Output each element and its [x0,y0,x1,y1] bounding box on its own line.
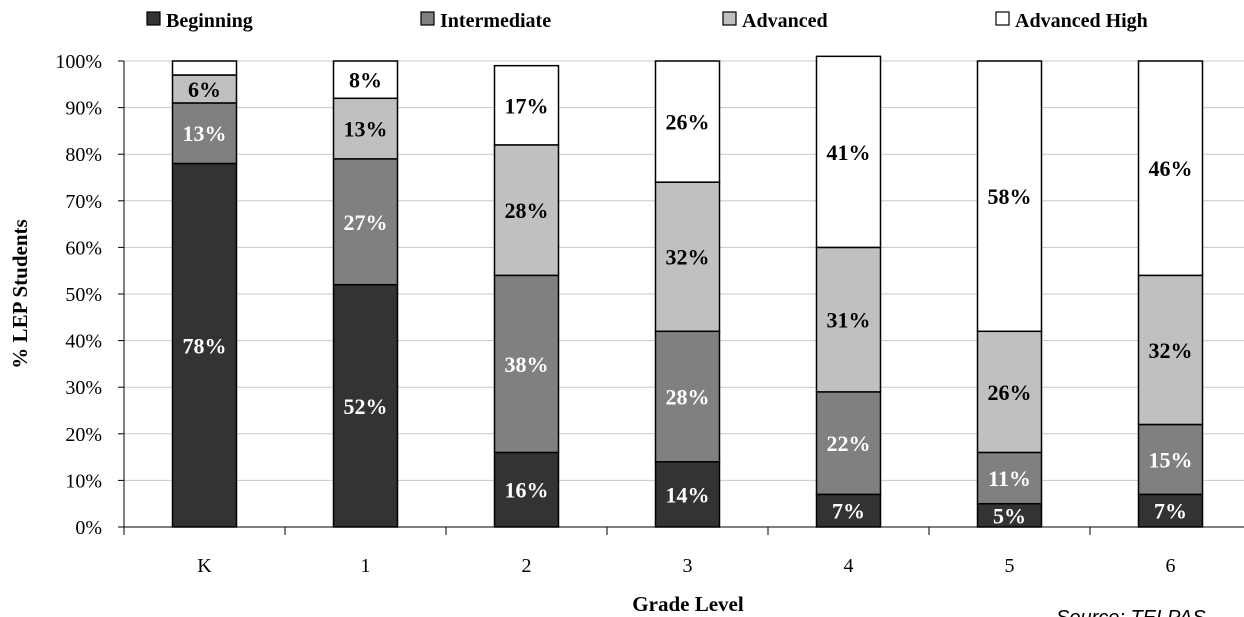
data-label: 17% [505,93,549,118]
bar-segment [493,451,560,528]
y-tick-label: 20% [65,424,102,446]
bar-segment [654,181,721,333]
data-label: 38% [505,352,549,377]
axes [118,60,1244,535]
bar-segment [171,74,238,104]
x-axis-title: Grade Level [632,592,744,616]
bar-segment [493,144,560,277]
data-label: 31% [827,308,871,333]
data-label: 15% [1149,447,1193,472]
bar-segment [815,493,882,528]
data-label: 52% [344,394,388,419]
data-label: 22% [827,431,871,456]
legend-swatch [722,11,737,26]
y-tick-label: 100% [55,51,102,73]
data-label: 13% [344,117,388,142]
y-tick-label: 30% [65,377,102,399]
data-label: 26% [666,110,710,135]
data-label: 11% [988,466,1031,491]
x-tick-label: 2 [522,555,532,577]
x-tick-label: 4 [844,555,854,577]
bar-segment [815,391,882,496]
data-label: 7% [832,499,865,524]
data-label: 26% [988,380,1032,405]
data-label: 28% [666,385,710,410]
data-label: 32% [1149,338,1193,363]
bar-segment [332,158,399,286]
data-label: 41% [827,140,871,165]
legend-swatch [146,11,161,26]
y-tick-label: 10% [65,470,102,492]
bar-segment [815,55,882,249]
legend-swatch [995,11,1010,26]
y-tick-label: 60% [65,237,102,259]
legend-label: Advanced [742,10,828,32]
data-label: 5% [993,503,1026,528]
y-tick-labels: 0% 10% 20% 30% 40% 50% 60% 70% 80% 90% 100% [55,51,102,539]
bar-segment [976,330,1043,454]
bars [171,55,1204,528]
data-label: 46% [1149,156,1193,181]
bar-segment [1137,274,1204,426]
y-tick-label: 50% [65,284,102,306]
bar-segment [493,274,560,454]
source-note: Source: TELPAS [1056,607,1206,617]
x-tick-label: K [197,555,212,577]
y-tick-label: 40% [65,331,102,353]
data-label: 8% [349,68,382,93]
bar-segment [976,60,1043,333]
x-tick-labels: K 1 2 3 4 5 6 [197,555,1175,577]
bar-segment [493,64,560,146]
y-axis-title: % LEP Students [8,219,32,368]
data-labels: 78% 13% 6% 52% 27% 13% 8% 16% 38% 28% 17% 14% 28% 32%… [183,68,1193,529]
y-tick-label: 0% [75,517,102,539]
legend-label: Beginning [166,10,253,32]
data-label: 13% [183,121,227,146]
bar-segment [332,97,399,160]
data-label: 58% [988,184,1032,209]
data-label: 32% [666,245,710,270]
data-label: 27% [344,210,388,235]
y-tick-label: 70% [65,191,102,213]
data-label: 78% [183,333,227,358]
bar-segment [1137,60,1204,277]
y-tick-label: 90% [65,98,102,120]
legend-label: Advanced High [1015,10,1148,32]
x-tick-label: 6 [1166,555,1176,577]
x-tick-label: 3 [683,555,693,577]
y-tick-label: 80% [65,144,102,166]
x-tick-label: 5 [1005,555,1015,577]
data-label: 7% [1154,499,1187,524]
data-label: 28% [505,198,549,223]
data-label: 6% [188,77,221,102]
bar-segment [332,60,399,100]
bar-segment [654,330,721,463]
bar-segment [1137,493,1204,528]
bar-segment [171,60,238,76]
legend-swatch [420,11,435,26]
bar-segment [815,246,882,393]
legend: Beginning Intermediate Advanced Advanced Hi… [146,10,1148,32]
bar-segment [654,60,721,183]
data-label: 14% [666,482,710,507]
data-label: 16% [505,478,549,503]
legend-label: Intermediate [440,10,551,32]
x-tick-label: 1 [361,555,371,577]
